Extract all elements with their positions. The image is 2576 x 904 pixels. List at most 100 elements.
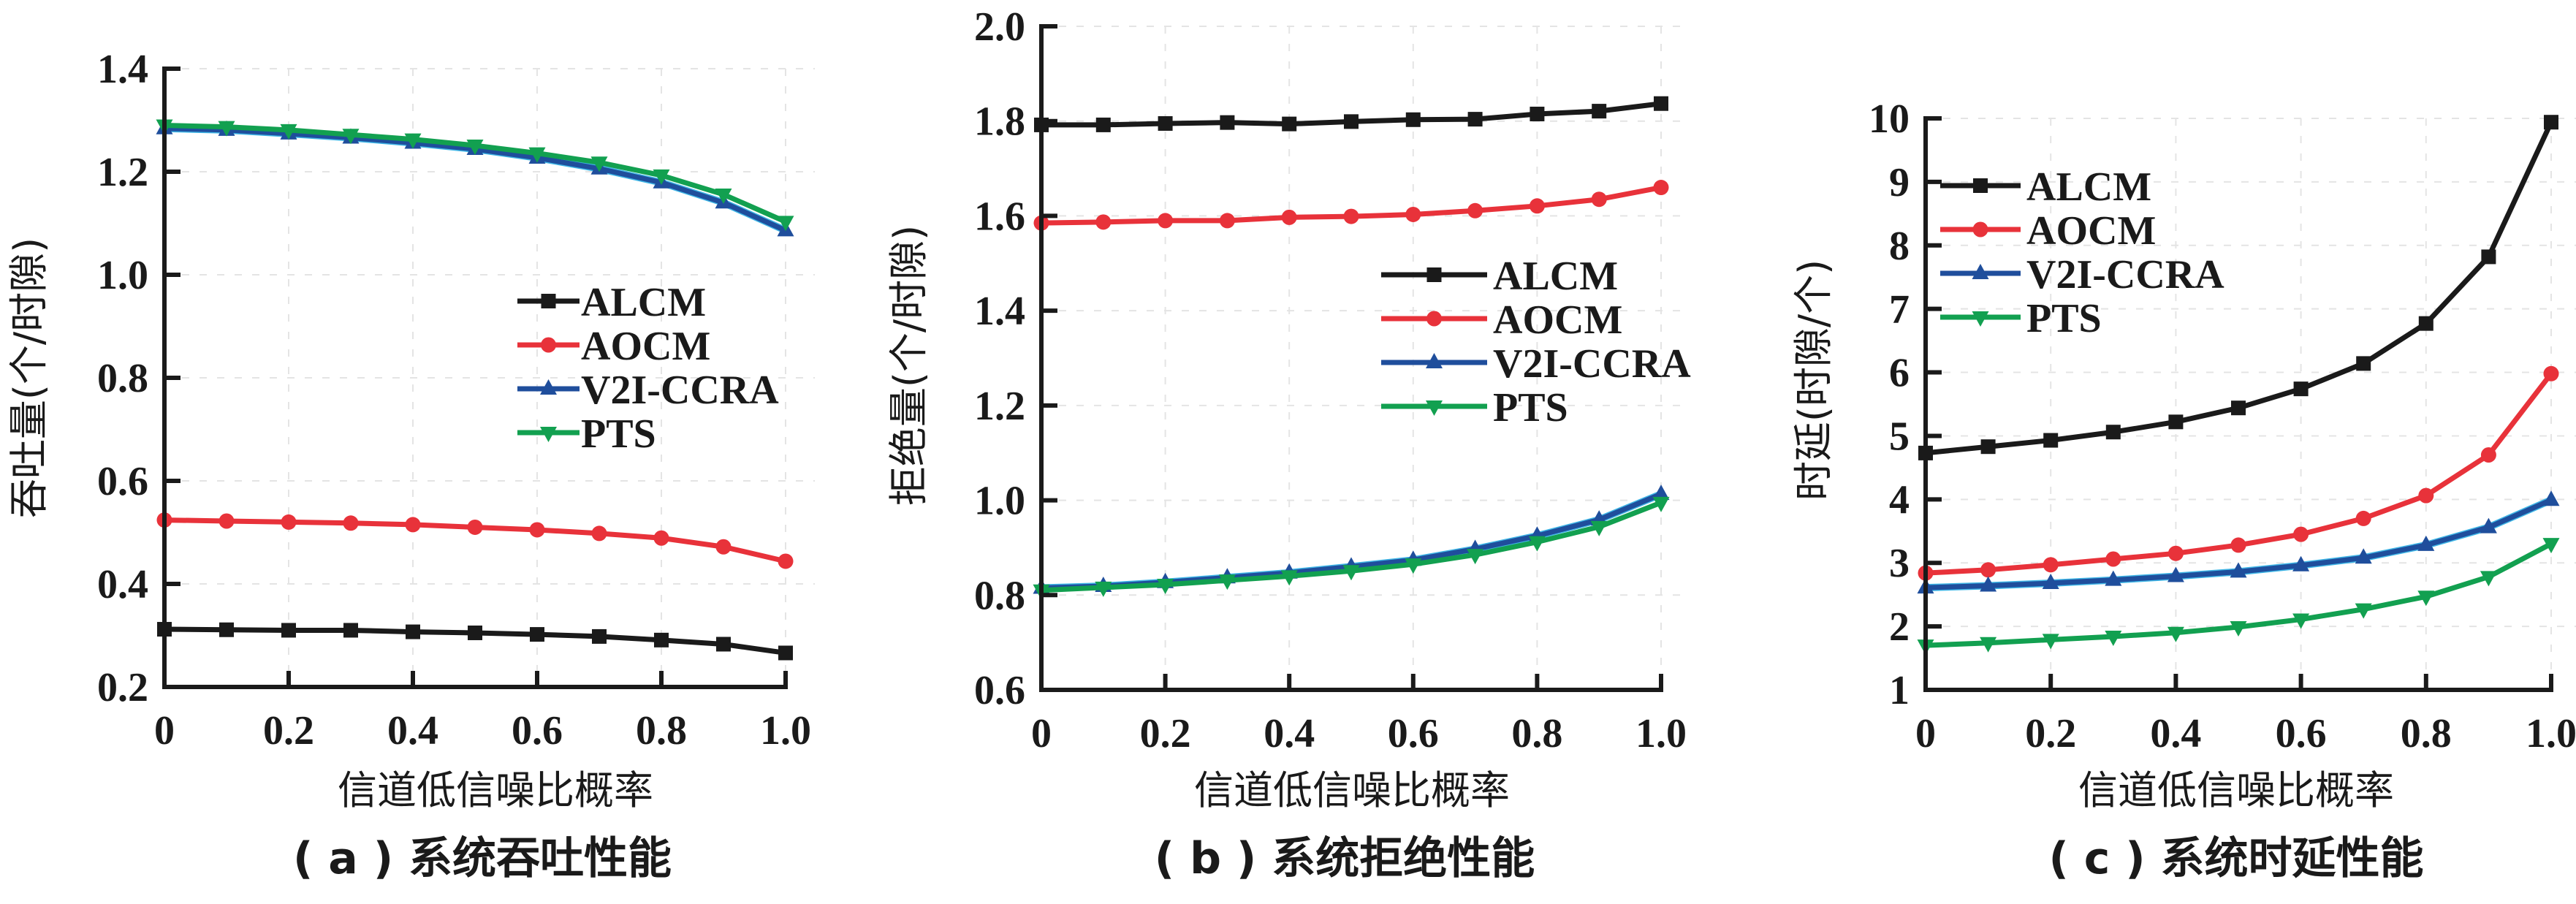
panel-c-point-aocm — [2230, 537, 2246, 553]
panel-c-x-tick-label: 0.4 — [2150, 711, 2201, 756]
panel-c-point-pts — [2292, 613, 2310, 629]
panel-c-x-axis-label: 信道低信噪比概率 — [2078, 767, 2394, 813]
panel-b-y-axis-label: 拒绝量(个/时隙) — [886, 225, 932, 506]
panel-a-series-v2i-ccra — [156, 118, 794, 237]
panel-c-legend-marker-aocm — [1972, 221, 1988, 238]
panel-b-y-tick-label: 0.8 — [974, 573, 1025, 618]
panel-c-tick-labels: 1 2 3 4 5 6 7 8 9 10 0 0.2 0.4 0.6 0.8 1.0 — [1869, 96, 2576, 756]
panel-c-grid — [1926, 118, 2576, 690]
panel-c-y-tick-label: 5 — [1889, 414, 1910, 459]
panel-b-y-tick-label: 1.4 — [974, 289, 1025, 334]
panel-a-y-tick-label: 1.2 — [97, 150, 148, 195]
panel-c-point-aocm — [2293, 526, 2309, 542]
panel-c-y-tick-label: 3 — [1889, 541, 1910, 586]
panel-a-point-aocm — [778, 553, 794, 569]
panel-a-x-tick-label: 0.6 — [512, 708, 563, 753]
panel-a-point-pts — [528, 147, 546, 163]
panel-b-series-aocm — [1033, 180, 1669, 231]
panel-b-rejection: 0.6 0.8 1.0 1.2 1.4 1.6 1.8 2.0 0 0.2 0.4 0.6 0.8 1.0… — [886, 4, 1691, 884]
panel-a-legend-label-aocm: AOCM — [581, 324, 710, 369]
panel-b-point-pts — [1342, 565, 1360, 581]
panel-c-point-v2i-ccra — [2542, 490, 2560, 506]
panel-b-point-aocm — [1343, 208, 1359, 224]
panel-c-legend-item-v2i-ccra: V2I-CCRA — [1940, 252, 2224, 297]
panel-b-x-tick-label: 0.8 — [1511, 711, 1562, 756]
panel-a-legend-marker-pts — [540, 427, 557, 442]
panel-c-series-aocm — [1918, 365, 2559, 581]
panel-c-point-alcm — [2043, 433, 2059, 448]
panel-b-tick-labels: 0.6 0.8 1.0 1.2 1.4 1.6 1.8 2.0 0 0.2 0.4 0.6 0.8 1.0 — [974, 4, 1687, 756]
panel-b-point-alcm — [1467, 112, 1483, 127]
panel-c-point-pts — [2167, 626, 2184, 642]
panel-a-legend-label-v2i-ccra: V2I-CCRA — [581, 368, 779, 413]
panel-b-series — [1033, 96, 1670, 600]
panel-c-series-v2i-ccra — [1917, 490, 2560, 594]
panel-c-legend-marker-v2i-ccra — [1972, 264, 1989, 279]
panel-a-legend-marker-alcm — [541, 294, 556, 308]
panel-a-point-pts — [342, 129, 360, 145]
panel-c-x-tick-label: 0.2 — [2025, 711, 2076, 756]
panel-a-point-alcm — [530, 627, 544, 642]
panel-a-point-aocm — [405, 517, 421, 533]
panel-c-y-tick-label: 8 — [1889, 224, 1910, 269]
panel-c-y-tick-label: 6 — [1889, 351, 1910, 396]
panel-a-axes — [162, 67, 788, 689]
panel-a-point-pts — [404, 133, 422, 149]
panel-c-point-aocm — [2105, 551, 2121, 567]
panel-a-x-tick-label: 1.0 — [760, 708, 811, 753]
panel-b-legend-label-v2i-ccra: V2I-CCRA — [1493, 341, 1691, 387]
panel-b-point-aocm — [1653, 180, 1669, 196]
panel-b-point-aocm — [1158, 213, 1174, 229]
panel-b-point-pts — [1280, 570, 1298, 586]
panel-a-legend-item-pts: PTS — [517, 411, 656, 457]
panel-a-point-aocm — [343, 515, 359, 531]
panel-c-y-tick-label: 1 — [1889, 668, 1910, 713]
panel-a-point-aocm — [281, 514, 297, 530]
panel-b-legend-label-pts: PTS — [1493, 385, 1568, 430]
panel-a-point-pts — [466, 140, 484, 156]
panel-a-legend-item-v2i-ccra: V2I-CCRA — [517, 368, 779, 413]
panel-b-point-alcm — [1282, 116, 1297, 132]
panel-b-point-pts — [1652, 496, 1670, 512]
panel-b-x-tick-label: 1.0 — [1635, 711, 1687, 756]
panel-c-point-alcm — [2231, 400, 2246, 416]
panel-c-x-tick-label: 0.6 — [2276, 711, 2327, 756]
panel-b-x-tick-label: 0.4 — [1264, 711, 1315, 756]
panel-c-point-v2i-ccra — [2480, 517, 2497, 533]
panel-a-point-aocm — [219, 513, 235, 529]
panel-c-point-pts — [2355, 603, 2372, 619]
panel-a-point-alcm — [219, 622, 234, 637]
panel-a-legend-marker-v2i-ccra — [540, 379, 557, 395]
panel-b-legend-marker-alcm — [1426, 267, 1442, 282]
panel-b-point-aocm — [1529, 198, 1545, 214]
panel-a-legend-marker-aocm — [541, 337, 556, 353]
panel-b-point-v2i-ccra — [1652, 485, 1670, 501]
panel-c-axes — [1923, 116, 2553, 692]
panel-b-point-pts — [1095, 581, 1112, 597]
panel-c-point-v2i-ccra — [2167, 566, 2184, 582]
panel-c-point-aocm — [2543, 365, 2559, 381]
panel-a-point-alcm — [716, 637, 731, 652]
panel-a-point-pts — [777, 216, 794, 232]
panel-c-y-tick-label: 2 — [1889, 604, 1910, 650]
panel-c-point-v2i-ccra — [1980, 576, 1997, 592]
panel-c-y-axis-label: 时延(时隙/个) — [1790, 259, 1836, 501]
panel-c-legend-label-alcm: ALCM — [2026, 164, 2151, 210]
panel-b-point-aocm — [1219, 213, 1235, 229]
panel-a-point-pts — [653, 169, 670, 185]
panel-a-point-alcm — [343, 623, 358, 638]
panel-b-point-aocm — [1095, 214, 1112, 230]
panel-c-point-v2i-ccra — [2042, 574, 2059, 590]
panel-c-legend-label-aocm: AOCM — [2026, 208, 2156, 254]
panel-a-point-alcm — [281, 623, 296, 638]
panel-c-point-alcm — [1980, 439, 1996, 455]
panel-c-series-pts — [1917, 538, 2560, 656]
panel-a-series — [156, 118, 794, 661]
panel-a-y-tick-label: 0.6 — [97, 459, 148, 504]
panel-b-caption: ( b ) 系统拒绝性能 — [1155, 833, 1535, 884]
panel-b-point-alcm — [1344, 114, 1359, 129]
panel-b-series-alcm — [1034, 96, 1668, 132]
panel-a-point-alcm — [778, 645, 793, 661]
